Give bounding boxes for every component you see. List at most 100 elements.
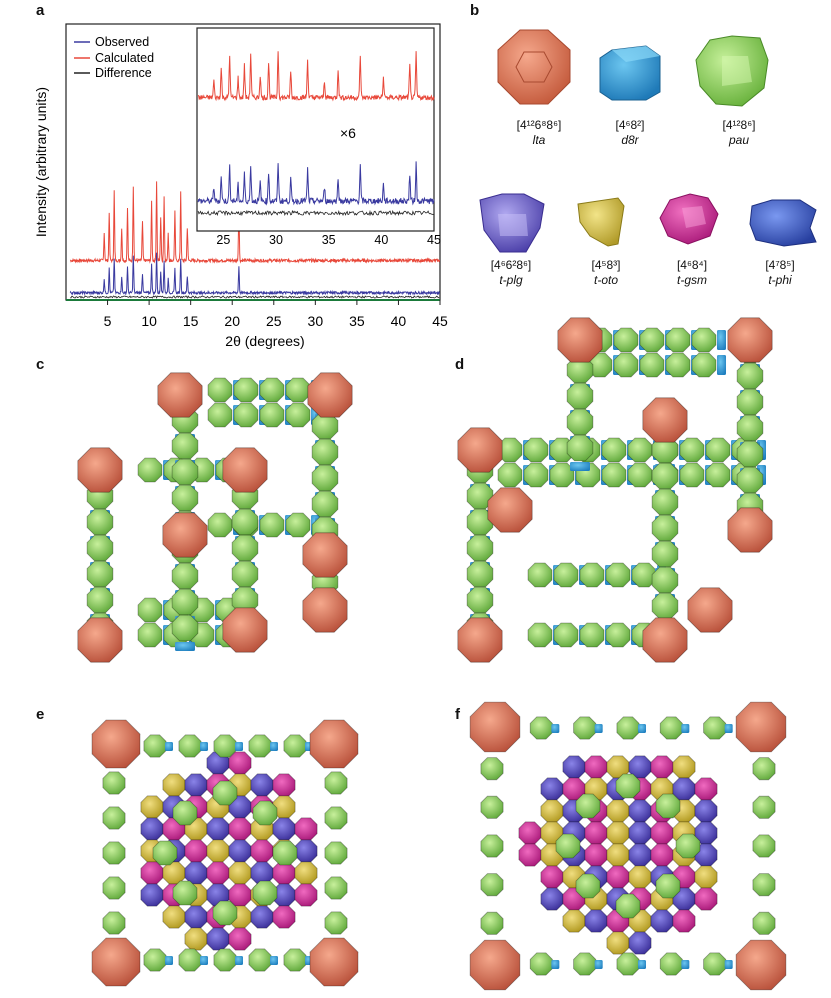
pau-cage bbox=[143, 948, 167, 972]
framework-illustration-d bbox=[457, 317, 773, 663]
inset-x-tick-label: 40 bbox=[374, 233, 388, 247]
pau-cage bbox=[178, 948, 202, 972]
d8r-cage bbox=[724, 724, 733, 733]
core-cage bbox=[294, 861, 318, 885]
lta-cage bbox=[222, 447, 268, 493]
pau-cage bbox=[311, 412, 339, 440]
pau-cage bbox=[252, 880, 278, 906]
pau-cage bbox=[691, 352, 717, 378]
x-tick-label: 25 bbox=[266, 313, 282, 329]
lta-cage bbox=[157, 372, 203, 418]
pau-cage bbox=[655, 793, 681, 819]
pau-cage bbox=[497, 462, 523, 488]
core-cage bbox=[672, 909, 696, 933]
pau-cage bbox=[207, 512, 233, 538]
core-cage bbox=[628, 931, 652, 955]
legend-calculated: Calculated bbox=[95, 51, 154, 65]
core-cage bbox=[694, 865, 718, 889]
core-cage bbox=[140, 883, 164, 907]
cage-name-pau: pau bbox=[728, 133, 750, 147]
pau-cage bbox=[675, 833, 701, 859]
lta-cage bbox=[642, 617, 688, 663]
pau-cage bbox=[752, 757, 776, 781]
cage-face-gsm: [4⁶8⁴] bbox=[676, 258, 708, 272]
core-cage bbox=[518, 843, 542, 867]
pau-cage bbox=[233, 377, 259, 403]
inset-x-tick-label: 35 bbox=[322, 233, 336, 247]
lta-cage bbox=[457, 427, 503, 473]
d8r-cage bbox=[594, 724, 603, 733]
core-cage bbox=[694, 777, 718, 801]
pau-cage bbox=[102, 771, 126, 795]
core-cage bbox=[540, 777, 564, 801]
pau-cage bbox=[311, 464, 339, 492]
core-cage bbox=[228, 839, 252, 863]
cage-gsm-shape bbox=[659, 193, 719, 245]
core-cage bbox=[694, 887, 718, 911]
pau-cage bbox=[679, 462, 705, 488]
core-cage bbox=[650, 909, 674, 933]
pau-cage bbox=[553, 562, 579, 588]
cage-label-gsm: [4⁶8⁴] t-gsm bbox=[652, 258, 732, 288]
d8r-cage bbox=[235, 742, 243, 751]
lta-cage bbox=[91, 937, 141, 987]
pau-cage bbox=[171, 588, 199, 616]
pau-cage bbox=[703, 716, 727, 740]
x-tick-labels: 5 10 15 20 25 30 35 40 45 bbox=[104, 300, 448, 329]
cage-lta-shape bbox=[497, 29, 571, 105]
lta-cage bbox=[687, 587, 733, 633]
core-cage bbox=[562, 909, 586, 933]
pau-cage bbox=[752, 795, 776, 819]
d8r-cage bbox=[551, 724, 560, 733]
pau-cage bbox=[615, 893, 641, 919]
x-tick-label: 15 bbox=[183, 313, 199, 329]
pau-cage bbox=[613, 352, 639, 378]
d8r-cage bbox=[717, 355, 726, 375]
pau-cage bbox=[171, 484, 199, 512]
pau-cage bbox=[529, 716, 553, 740]
legend-observed: Observed bbox=[95, 35, 149, 49]
lta-cage bbox=[309, 937, 359, 987]
lta-cage bbox=[727, 317, 773, 363]
pau-cage bbox=[651, 540, 679, 568]
pau-cage bbox=[555, 833, 581, 859]
pau-cage bbox=[615, 773, 641, 799]
lta-cage bbox=[457, 617, 503, 663]
inset-frame bbox=[196, 27, 435, 232]
pau-cage bbox=[480, 834, 504, 858]
pau-cage bbox=[324, 806, 348, 830]
d8r-cage bbox=[270, 956, 278, 965]
core-cage bbox=[228, 861, 252, 885]
pau-cage bbox=[553, 622, 579, 648]
core-cage bbox=[294, 817, 318, 841]
core-cage bbox=[584, 909, 608, 933]
pau-cage bbox=[651, 436, 679, 464]
pau-cage bbox=[466, 560, 494, 588]
cage-label-lta: [4¹²6⁸8⁶] lta bbox=[494, 118, 584, 148]
d8r-cage bbox=[724, 960, 733, 969]
pau-cage bbox=[137, 457, 163, 483]
legend-difference: Difference bbox=[95, 66, 152, 80]
d8r-cage bbox=[175, 642, 195, 651]
pau-cage bbox=[573, 952, 597, 976]
pau-cage bbox=[207, 402, 233, 428]
pau-cage bbox=[691, 327, 717, 353]
d8r-cage bbox=[681, 960, 690, 969]
cage-label-pau: [4¹²8⁶] pau bbox=[694, 118, 784, 148]
pau-cage bbox=[566, 356, 594, 384]
core-cage bbox=[272, 817, 296, 841]
core-cage bbox=[606, 821, 630, 845]
pau-cage bbox=[285, 377, 311, 403]
pau-cage bbox=[651, 592, 679, 620]
core-cage bbox=[562, 755, 586, 779]
cage-d8r-shape bbox=[599, 45, 661, 101]
pau-cage bbox=[736, 466, 764, 494]
core-cage bbox=[606, 843, 630, 867]
pau-cage bbox=[579, 622, 605, 648]
x-tick-label: 30 bbox=[308, 313, 324, 329]
pau-cage bbox=[616, 952, 640, 976]
pau-cage bbox=[601, 462, 627, 488]
pau-cage bbox=[655, 873, 681, 899]
pau-cage bbox=[137, 622, 163, 648]
inset-difference-trace bbox=[197, 209, 434, 217]
